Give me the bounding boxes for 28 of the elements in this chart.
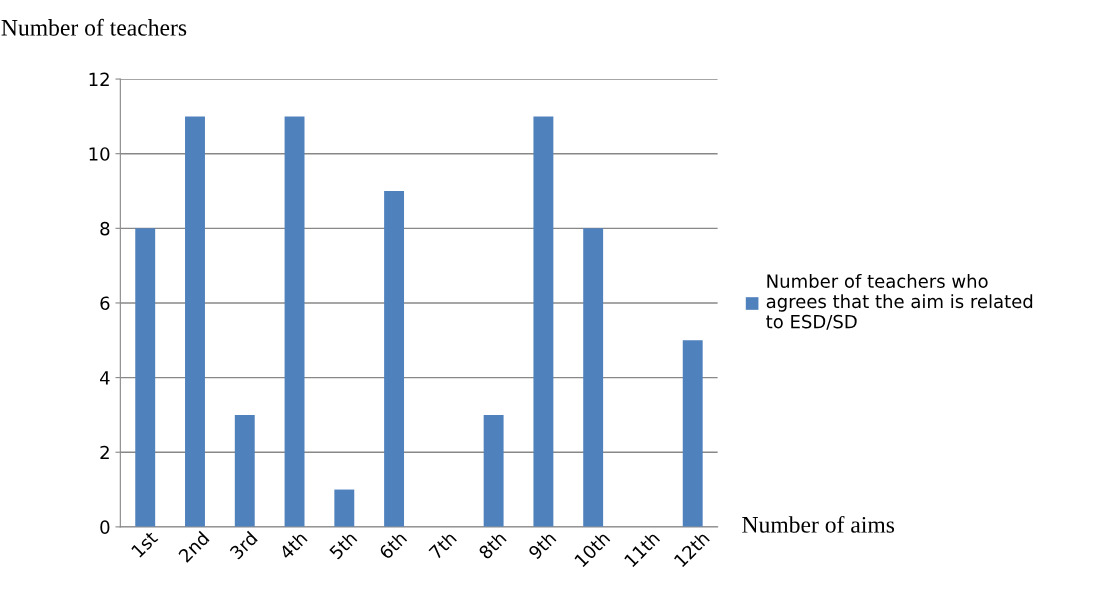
- x-axis-title: Number of aims: [742, 515, 895, 533]
- x-tick-label: 4th: [278, 530, 308, 560]
- bar: [135, 228, 156, 527]
- bar: [384, 191, 405, 527]
- y-tick-label: 10: [89, 147, 110, 161]
- bar: [483, 414, 504, 527]
- y-tick-label: 8: [100, 221, 110, 236]
- bar: [334, 489, 355, 527]
- bar: [533, 116, 554, 527]
- y-tick-label: 4: [100, 371, 110, 385]
- x-tick-label: 8th: [477, 530, 507, 560]
- y-tick-label: 6: [100, 296, 110, 311]
- x-tick-label: 1st: [130, 530, 159, 558]
- x-tick-label: 3rd: [228, 530, 258, 560]
- y-tick-label: 12: [89, 72, 109, 86]
- x-tick-label: 5th: [328, 530, 358, 560]
- bar: [284, 116, 305, 527]
- y-tick-label: 2: [100, 445, 109, 460]
- legend-label: Number of teachers who agrees that the aim is related to ESD/SD: [766, 274, 1033, 330]
- x-tick-label: 7th: [428, 530, 457, 560]
- bar: [234, 414, 255, 527]
- y-axis-title: Number of teachers: [1, 18, 187, 36]
- x-tick-label: 6th: [378, 530, 408, 560]
- bar: [682, 340, 703, 527]
- x-tick-label: 9th: [527, 530, 557, 560]
- bar: [185, 116, 205, 527]
- bar: [583, 228, 604, 527]
- y-tick-label: 0: [100, 520, 110, 534]
